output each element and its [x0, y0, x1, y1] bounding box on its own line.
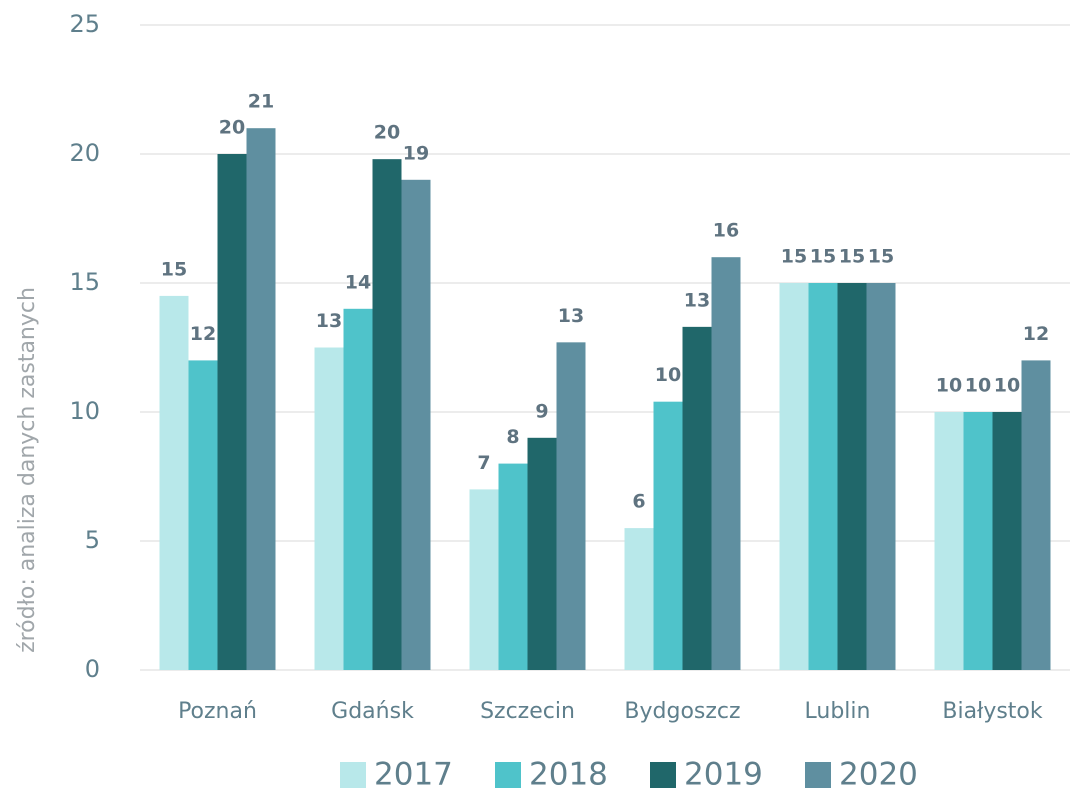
y-tick-label: 20 — [69, 139, 100, 167]
data-label: 12 — [1023, 323, 1049, 345]
bar — [314, 347, 344, 670]
data-label: 6 — [632, 491, 645, 513]
legend-label: 2019 — [684, 757, 763, 789]
bar — [808, 283, 838, 670]
data-label: 10 — [936, 375, 962, 397]
y-tick-label: 25 — [69, 10, 100, 38]
bar — [217, 154, 247, 670]
bar — [779, 283, 809, 670]
bar — [527, 437, 557, 670]
data-label: 15 — [781, 246, 807, 268]
bar — [372, 159, 402, 670]
x-tick-label: Szczecin — [480, 699, 575, 724]
legend-label: 2018 — [529, 757, 608, 789]
data-label: 13 — [316, 310, 342, 332]
bar — [556, 342, 586, 670]
data-label: 10 — [994, 375, 1020, 397]
data-label: 13 — [684, 289, 710, 311]
data-label: 15 — [810, 246, 836, 268]
data-label: 7 — [477, 452, 490, 474]
y-tick-label: 10 — [69, 397, 100, 425]
bar — [401, 179, 431, 671]
data-label: 14 — [345, 271, 371, 293]
data-label: 8 — [506, 426, 519, 448]
bar — [1021, 360, 1051, 670]
data-label: 20 — [219, 117, 245, 139]
y-tick-label: 15 — [69, 268, 100, 296]
bar — [866, 283, 896, 670]
bar — [711, 257, 741, 670]
bar — [653, 401, 683, 670]
y-tick-label: 0 — [85, 655, 100, 683]
bar — [159, 295, 189, 670]
data-label: 13 — [558, 305, 584, 327]
data-label: 10 — [655, 364, 681, 386]
legend-swatch — [340, 762, 366, 788]
data-label: 21 — [248, 91, 274, 113]
x-tick-label: Bydgoszcz — [624, 699, 740, 724]
legend-label: 2017 — [374, 757, 453, 789]
x-tick-label: Poznań — [178, 699, 257, 724]
x-tick-label: Gdańsk — [331, 699, 414, 724]
bar — [682, 326, 712, 670]
data-label: 15 — [839, 246, 865, 268]
data-label: 10 — [965, 375, 991, 397]
bar — [992, 412, 1022, 670]
bar — [837, 283, 867, 670]
data-label: 16 — [713, 220, 739, 242]
data-label: 15 — [161, 258, 187, 280]
legend-label: 2020 — [839, 757, 918, 789]
bar — [188, 360, 218, 670]
data-label: 9 — [535, 400, 548, 422]
x-tick-label: Lublin — [805, 699, 871, 724]
bar — [963, 412, 993, 670]
y-axis-label: źródło: analiza danych zastanych — [15, 287, 40, 653]
y-tick-label: 5 — [85, 526, 100, 554]
bar — [934, 412, 964, 670]
data-label: 12 — [190, 323, 216, 345]
legend-swatch — [805, 762, 831, 788]
bar — [624, 528, 654, 670]
data-label: 20 — [374, 122, 400, 144]
bar — [498, 463, 528, 670]
bar — [469, 489, 499, 670]
legend-swatch — [495, 762, 521, 788]
x-tick-label: Białystok — [942, 699, 1043, 724]
data-label: 15 — [868, 246, 894, 268]
data-label: 19 — [403, 142, 429, 164]
bar — [246, 128, 276, 670]
bar — [343, 308, 373, 670]
legend-swatch — [650, 762, 676, 788]
